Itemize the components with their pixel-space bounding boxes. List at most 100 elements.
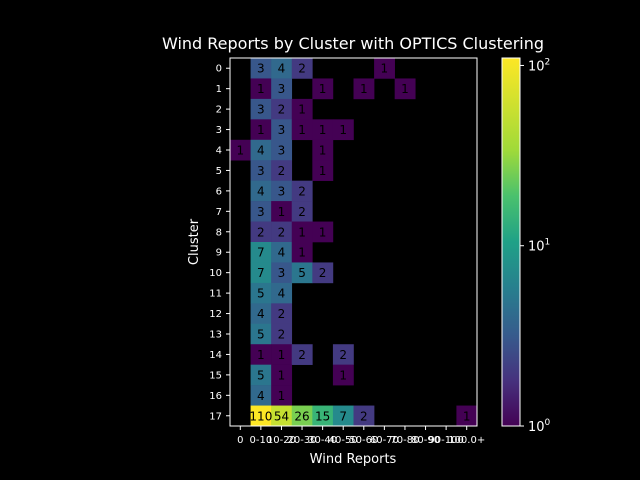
heatmap-cell	[250, 282, 272, 304]
cell-value-label: 2	[278, 225, 286, 239]
heatmap-cell	[250, 139, 272, 161]
y-tick-label: 11	[209, 289, 222, 300]
heatmap-cell	[271, 405, 293, 427]
heatmap-cell	[250, 78, 272, 100]
heatmap-cell	[271, 303, 293, 325]
cell-value-label: 7	[339, 409, 347, 423]
colorbar-ticks: 100 101 102	[520, 57, 551, 435]
cell-value-label: 1	[298, 225, 306, 239]
y-tick-label: 5	[216, 166, 222, 177]
heatmap-cell	[291, 262, 313, 284]
cell-value-label: 4	[257, 389, 265, 403]
colorbar: 100 101 102	[501, 57, 551, 435]
cell-value-label: 4	[278, 246, 286, 260]
heatmap-cell	[312, 160, 334, 181]
cell-value-label: 1	[319, 144, 327, 158]
heatmap-cell	[250, 221, 272, 243]
heatmap-cell	[291, 180, 313, 202]
x-tick-label: 100.0+	[448, 435, 485, 446]
cell-value-label: 4	[278, 62, 286, 76]
cell-value-label: 3	[278, 144, 286, 158]
x-tick-label: 80-90	[411, 435, 440, 446]
y-tick-label: 16	[209, 391, 222, 402]
y-tick-label: 6	[216, 186, 222, 197]
x-tick-label: 40-50	[329, 435, 358, 446]
heatmap-cell	[332, 119, 354, 141]
heatmap-cell	[353, 405, 375, 427]
cell-value-label: 5	[257, 368, 265, 382]
cell-value-label: 110	[249, 409, 272, 423]
heatmap-cell	[250, 323, 272, 345]
heatmap-cell	[291, 119, 313, 141]
heatmap-cell	[332, 344, 354, 365]
x-tick-label: 0-10	[250, 435, 273, 446]
x-axis-ticks: 0 0-1010-2020-3030-4040-5050-6060-7070-80…	[237, 426, 485, 446]
colorbar-gradient	[501, 57, 521, 427]
heatmap-cell	[353, 78, 375, 100]
heatmap-cell	[271, 78, 293, 100]
heatmap-cell	[271, 180, 293, 202]
cell-value-label: 1	[257, 123, 265, 137]
heatmap-cell	[250, 405, 272, 427]
heatmap-cell	[271, 262, 293, 284]
cell-value-label: 1	[339, 123, 347, 137]
x-axis-label: Wind Reports	[310, 452, 397, 467]
heatmap-cell	[271, 221, 293, 243]
cell-value-label: 2	[298, 184, 306, 198]
cell-value-label: 2	[298, 62, 306, 76]
cell-value-label: 1	[278, 368, 286, 382]
y-tick-label: 2	[216, 105, 222, 116]
heatmap-cell	[291, 58, 313, 79]
x-tick-label: 10-20	[267, 435, 296, 446]
cell-value-label: 3	[257, 62, 265, 76]
cell-value-label: 1	[298, 246, 306, 260]
heatmap-cell	[312, 221, 334, 243]
heatmap-cell	[250, 364, 272, 386]
heatmap-cell	[271, 344, 293, 365]
y-tick-label: 13	[209, 330, 222, 341]
cell-value-label: 5	[298, 266, 306, 280]
heatmap-cell	[271, 323, 293, 345]
plot-frame	[229, 57, 478, 427]
chart-title: Wind Reports by Cluster with OPTICS Clus…	[162, 34, 544, 53]
heatmap-cell-labels: 3 4 2 11 3 1 1 13 2 11 3 1 1 11 4 3 13 2 14 3 23 1 22 2 1 17 4 17 3 5…	[236, 62, 470, 424]
heatmap-cell	[271, 139, 293, 161]
y-tick-label: 0	[216, 64, 222, 75]
x-tick-label: 0	[237, 435, 243, 446]
cell-value-label: 1	[319, 225, 327, 239]
cell-value-label: 1	[319, 82, 327, 96]
cell-value-label: 1	[278, 348, 286, 362]
heatmap-cell	[230, 139, 251, 161]
heatmap-cell	[312, 119, 334, 141]
cell-value-label: 5	[257, 328, 265, 342]
cell-value-label: 3	[278, 266, 286, 280]
heatmap-cell	[332, 364, 354, 386]
heatmap-cell	[250, 385, 272, 406]
heatmap-cell	[250, 344, 272, 365]
cell-value-label: 2	[278, 164, 286, 178]
heatmap-cell	[250, 242, 272, 263]
cell-value-label: 2	[278, 103, 286, 117]
cell-value-label: 1	[319, 123, 327, 137]
heatmap-cell	[250, 201, 272, 222]
cell-value-label: 1	[236, 144, 244, 158]
heatmap-cell	[291, 221, 313, 243]
heatmap-cell	[271, 282, 293, 304]
cell-value-label: 2	[278, 307, 286, 321]
heatmap-cells	[230, 58, 478, 427]
heatmap-cell	[291, 242, 313, 263]
cell-value-label: 2	[257, 225, 265, 239]
x-tick-label: 60-70	[370, 435, 399, 446]
cell-value-label: 4	[257, 307, 265, 321]
heatmap-cell	[271, 201, 293, 222]
cell-value-label: 2	[319, 266, 327, 280]
heatmap-cell	[291, 405, 313, 427]
cell-value-label: 1	[298, 123, 306, 137]
y-tick-label: 1	[216, 84, 222, 95]
heatmap-cell	[291, 344, 313, 365]
cell-value-label: 1	[298, 103, 306, 117]
heatmap-cell	[271, 242, 293, 263]
heatmap-cell	[312, 78, 334, 100]
heatmap-cell	[250, 98, 272, 120]
